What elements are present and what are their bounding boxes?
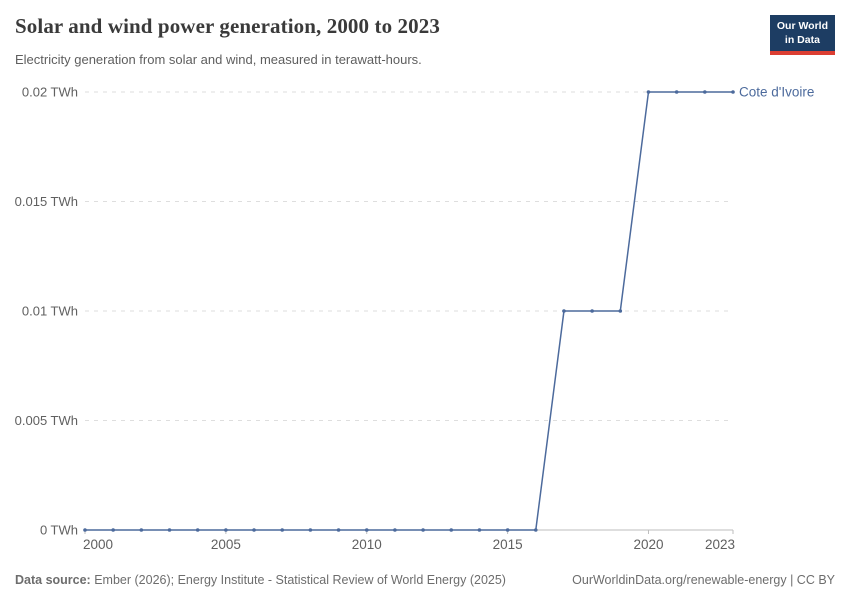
y-axis-tick-label: 0.02 TWh: [22, 85, 78, 100]
data-point[interactable]: [703, 90, 707, 94]
data-point[interactable]: [252, 528, 256, 532]
data-point[interactable]: [393, 528, 397, 532]
chart-title: Solar and wind power generation, 2000 to…: [15, 14, 440, 38]
data-point[interactable]: [280, 528, 285, 532]
data-point[interactable]: [308, 528, 313, 532]
series-line[interactable]: [85, 91, 733, 531]
data-point[interactable]: [590, 309, 594, 313]
x-axis-tick-label: 2010: [352, 537, 382, 552]
footer-link[interactable]: OurWorldinData.org/renewable-energy | CC…: [572, 573, 835, 587]
data-point[interactable]: [533, 528, 538, 532]
x-axis-tick-label: 2005: [211, 537, 241, 552]
data-point[interactable]: [646, 90, 651, 94]
y-axis-tick-label: 0 TWh: [40, 523, 78, 538]
chart-subtitle: Electricity generation from solar and wi…: [15, 52, 422, 67]
data-point[interactable]: [421, 528, 425, 532]
x-axis-tick-label: 2015: [493, 537, 523, 552]
data-point[interactable]: [449, 528, 454, 532]
data-point[interactable]: [195, 528, 200, 532]
data-source-note: Data source: Ember (2026); Energy Instit…: [15, 573, 506, 587]
x-axis-tick-label: 2023: [705, 537, 735, 552]
data-point[interactable]: [167, 528, 172, 532]
data-point[interactable]: [562, 309, 566, 313]
data-point[interactable]: [674, 90, 679, 94]
data-point[interactable]: [83, 528, 87, 532]
data-point[interactable]: [139, 528, 144, 532]
data-source-text: Ember (2026); Energy Institute - Statist…: [90, 573, 506, 587]
data-source-label: Data source:: [15, 573, 91, 587]
data-point[interactable]: [111, 528, 115, 532]
owid-logo-line2: in Data: [784, 33, 820, 46]
data-point[interactable]: [336, 528, 341, 532]
data-point[interactable]: [731, 90, 735, 94]
x-axis-tick-label: 2000: [83, 537, 113, 552]
owid-logo-line1: Our World: [776, 20, 828, 32]
data-point[interactable]: [224, 528, 228, 532]
data-point[interactable]: [364, 528, 369, 532]
data-point[interactable]: [618, 309, 623, 313]
y-axis-tick-label: 0.015 TWh: [15, 194, 78, 209]
owid-logo[interactable]: Our World in Data: [769, 15, 835, 56]
data-point[interactable]: [477, 528, 482, 532]
y-axis-tick-label: 0.01 TWh: [22, 304, 78, 319]
series-label[interactable]: Cote d'Ivoire: [739, 85, 814, 100]
y-axis-tick-label: 0.005 TWh: [15, 413, 78, 428]
x-axis-tick-label: 2020: [633, 537, 663, 552]
data-point[interactable]: [505, 528, 510, 532]
